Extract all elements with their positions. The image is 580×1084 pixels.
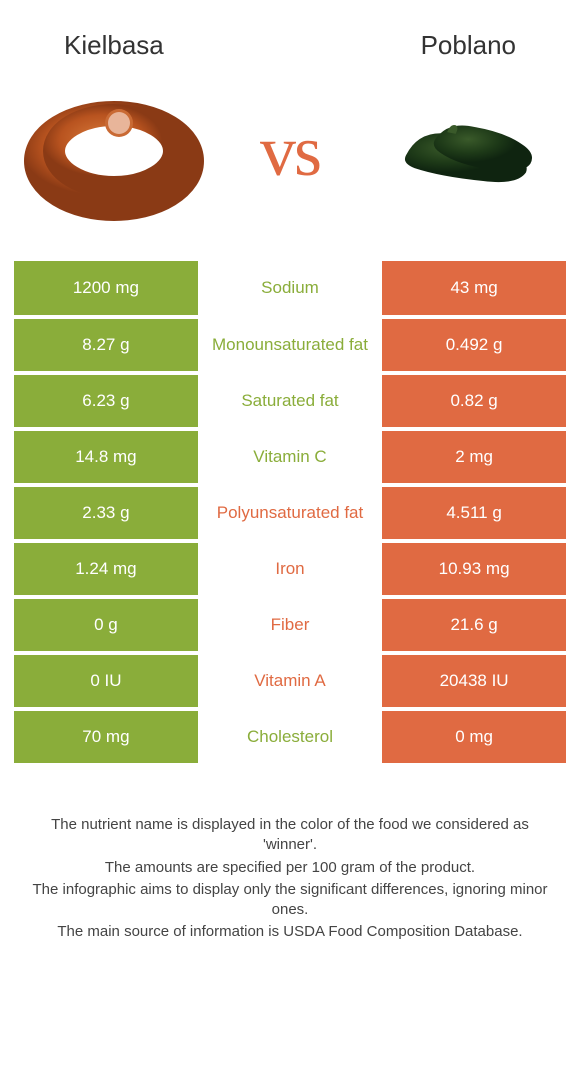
right-value: 0.82 g [382,373,566,429]
right-food-title: Poblano [421,30,516,61]
right-value: 21.6 g [382,597,566,653]
right-value: 0 mg [382,709,566,765]
footer-line: The main source of information is USDA F… [22,922,558,942]
footer-line: The infographic aims to display only the… [22,880,558,921]
left-value: 8.27 g [14,317,198,373]
nutrient-name: Saturated fat [198,373,382,429]
right-value: 10.93 mg [382,541,566,597]
right-value: 20438 IU [382,653,566,709]
nutrient-name: Polyunsaturated fat [198,485,382,541]
table-row: 0 gFiber21.6 g [14,597,566,653]
nutrient-name: Vitamin C [198,429,382,485]
left-value: 0 IU [14,653,198,709]
footer-line: The nutrient name is displayed in the co… [22,815,558,856]
nutrient-name: Iron [198,541,382,597]
kielbasa-image [24,81,204,221]
vs-label: vs [260,110,320,193]
table-row: 6.23 gSaturated fat0.82 g [14,373,566,429]
table-row: 70 mgCholesterol0 mg [14,709,566,765]
left-value: 1200 mg [14,261,198,317]
nutrient-table: 1200 mgSodium43 mg8.27 gMonounsaturated … [14,261,566,767]
right-value: 0.492 g [382,317,566,373]
right-value: 43 mg [382,261,566,317]
left-value: 0 g [14,597,198,653]
left-food-title: Kielbasa [64,30,164,61]
nutrient-name: Fiber [198,597,382,653]
table-row: 1.24 mgIron10.93 mg [14,541,566,597]
left-value: 1.24 mg [14,541,198,597]
footer-notes: The nutrient name is displayed in the co… [14,767,566,943]
table-row: 14.8 mgVitamin C2 mg [14,429,566,485]
left-value: 70 mg [14,709,198,765]
left-value: 2.33 g [14,485,198,541]
table-row: 0 IUVitamin A20438 IU [14,653,566,709]
header: Kielbasa Poblano [14,20,566,81]
table-row: 1200 mgSodium43 mg [14,261,566,317]
table-row: 8.27 gMonounsaturated fat0.492 g [14,317,566,373]
poblano-image [376,81,556,221]
vs-row: vs [14,81,566,261]
nutrient-name: Sodium [198,261,382,317]
footer-line: The amounts are specified per 100 gram o… [22,858,558,878]
nutrient-name: Vitamin A [198,653,382,709]
table-row: 2.33 gPolyunsaturated fat4.511 g [14,485,566,541]
left-value: 14.8 mg [14,429,198,485]
nutrient-name: Monounsaturated fat [198,317,382,373]
left-value: 6.23 g [14,373,198,429]
right-value: 2 mg [382,429,566,485]
nutrient-name: Cholesterol [198,709,382,765]
right-value: 4.511 g [382,485,566,541]
